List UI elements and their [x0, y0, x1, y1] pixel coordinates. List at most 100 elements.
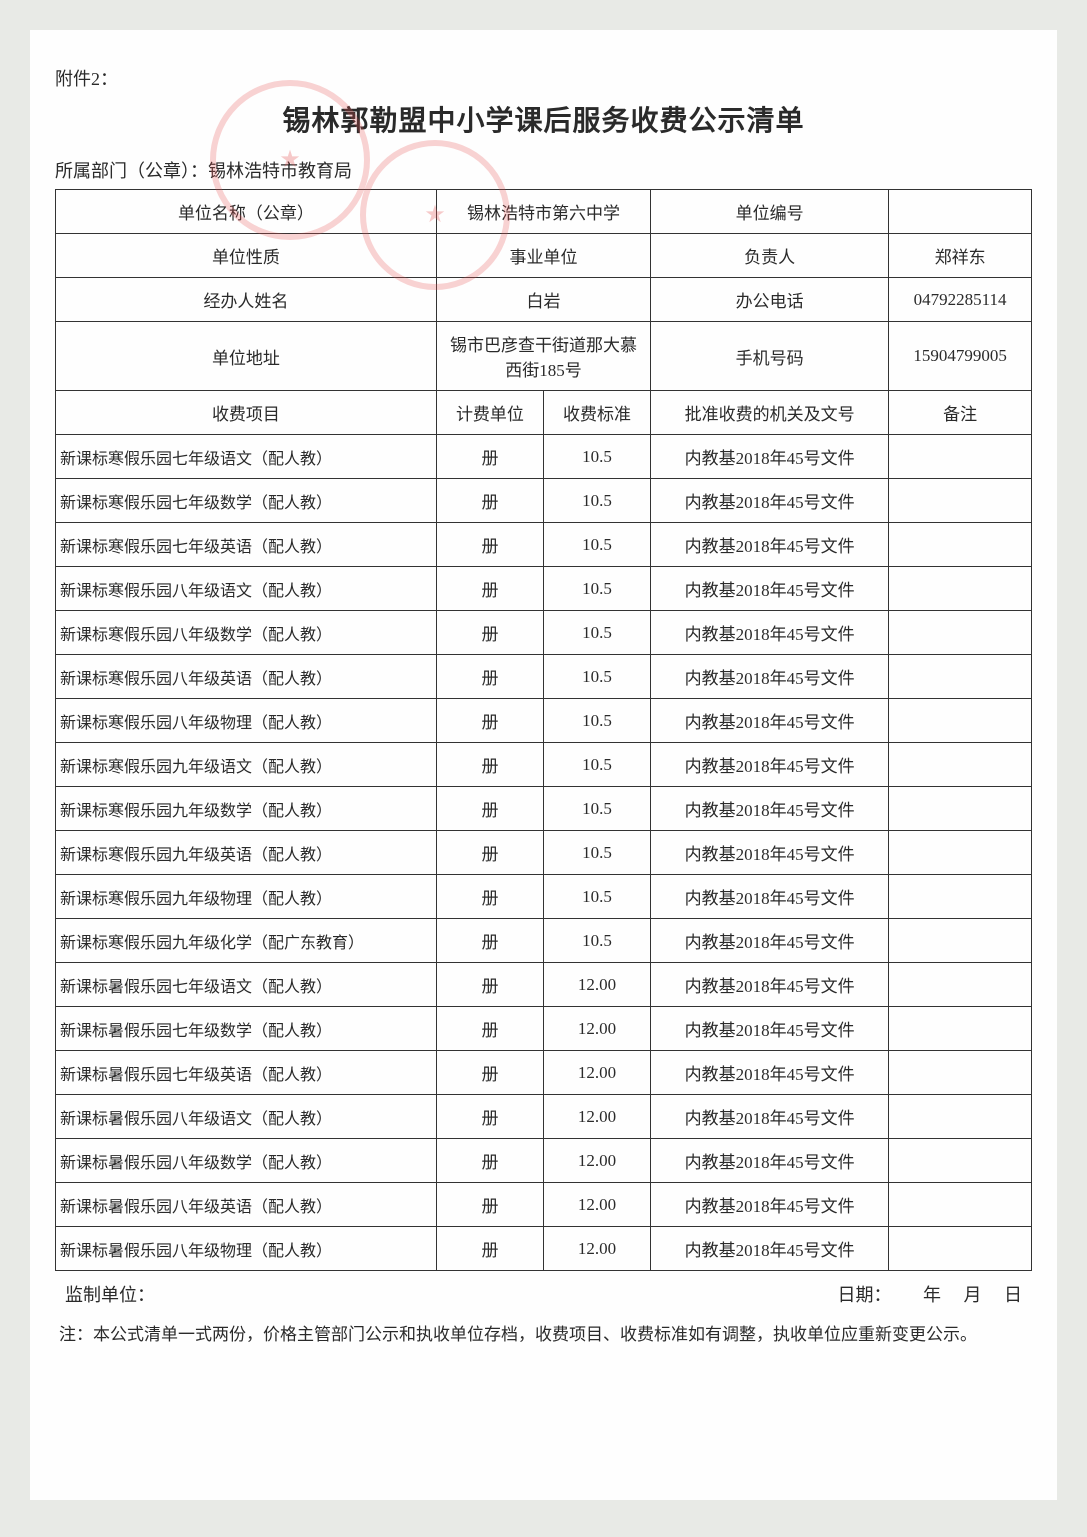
- standard-cell: 12.00: [544, 963, 651, 1007]
- day-label: 日: [1004, 1285, 1022, 1305]
- header-row-unit-type: 单位性质 事业单位 负责人 郑祥东: [56, 234, 1032, 278]
- remark-cell: [889, 1139, 1032, 1183]
- remark-cell: [889, 479, 1032, 523]
- table-row: 新课标寒假乐园七年级数学（配人教）册10.5内教基2018年45号文件: [56, 479, 1032, 523]
- remark-cell: [889, 1183, 1032, 1227]
- remark-cell: [889, 1095, 1032, 1139]
- item-name-cell: 新课标寒假乐园九年级英语（配人教）: [56, 831, 437, 875]
- mobile-label: 手机号码: [651, 322, 889, 391]
- unit-cell: 册: [436, 435, 543, 479]
- footer-line: 监制单位： 日期： 年 月 日: [55, 1281, 1032, 1307]
- remark-cell: [889, 743, 1032, 787]
- address-label: 单位地址: [56, 322, 437, 391]
- standard-cell: 10.5: [544, 787, 651, 831]
- table-row: 新课标寒假乐园八年级物理（配人教）册10.5内教基2018年45号文件: [56, 699, 1032, 743]
- approval-cell: 内教基2018年45号文件: [651, 567, 889, 611]
- approval-cell: 内教基2018年45号文件: [651, 1007, 889, 1051]
- standard-cell: 10.5: [544, 919, 651, 963]
- item-name-cell: 新课标暑假乐园八年级数学（配人教）: [56, 1139, 437, 1183]
- year-label: 年: [923, 1285, 941, 1305]
- standard-cell: 12.00: [544, 1227, 651, 1271]
- item-name-cell: 新课标寒假乐园九年级物理（配人教）: [56, 875, 437, 919]
- supervise-label: 监制单位：: [65, 1281, 155, 1307]
- column-header-row: 收费项目 计费单位 收费标准 批准收费的机关及文号 备注: [56, 391, 1032, 435]
- remark-cell: [889, 1051, 1032, 1095]
- item-name-cell: 新课标寒假乐园九年级化学（配广东教育）: [56, 919, 437, 963]
- unit-cell: 册: [436, 787, 543, 831]
- unit-cell: 册: [436, 831, 543, 875]
- unit-cell: 册: [436, 743, 543, 787]
- item-name-cell: 新课标寒假乐园九年级语文（配人教）: [56, 743, 437, 787]
- table-row: 新课标暑假乐园八年级语文（配人教）册12.00内教基2018年45号文件: [56, 1095, 1032, 1139]
- approval-cell: 内教基2018年45号文件: [651, 523, 889, 567]
- unit-name-value: 锡林浩特市第六中学: [436, 190, 650, 234]
- unit-type-label: 单位性质: [56, 234, 437, 278]
- item-name-cell: 新课标寒假乐园八年级数学（配人教）: [56, 611, 437, 655]
- approval-cell: 内教基2018年45号文件: [651, 831, 889, 875]
- month-label: 月: [964, 1285, 982, 1305]
- unit-cell: 册: [436, 1007, 543, 1051]
- dept-prefix: 所属部门（公章）：: [55, 161, 208, 181]
- remark-cell: [889, 1227, 1032, 1271]
- item-name-cell: 新课标暑假乐园七年级英语（配人教）: [56, 1051, 437, 1095]
- remark-cell: [889, 919, 1032, 963]
- mobile-value: 15904799005: [889, 322, 1032, 391]
- table-row: 新课标暑假乐园七年级语文（配人教）册12.00内教基2018年45号文件: [56, 963, 1032, 1007]
- item-name-cell: 新课标暑假乐园八年级语文（配人教）: [56, 1095, 437, 1139]
- approval-cell: 内教基2018年45号文件: [651, 1183, 889, 1227]
- table-row: 新课标寒假乐园七年级语文（配人教）册10.5内教基2018年45号文件: [56, 435, 1032, 479]
- table-row: 新课标暑假乐园八年级英语（配人教）册12.00内教基2018年45号文件: [56, 1183, 1032, 1227]
- remark-cell: [889, 435, 1032, 479]
- handler-value: 白岩: [436, 278, 650, 322]
- standard-cell: 12.00: [544, 1139, 651, 1183]
- standard-cell: 10.5: [544, 435, 651, 479]
- date-block: 日期： 年 月 日: [838, 1281, 1023, 1307]
- col-item: 收费项目: [56, 391, 437, 435]
- responsible-label: 负责人: [651, 234, 889, 278]
- col-approval: 批准收费的机关及文号: [651, 391, 889, 435]
- table-row: 新课标寒假乐园八年级语文（配人教）册10.5内教基2018年45号文件: [56, 567, 1032, 611]
- table-row: 新课标暑假乐园七年级英语（配人教）册12.00内教基2018年45号文件: [56, 1051, 1032, 1095]
- standard-cell: 12.00: [544, 1051, 651, 1095]
- remark-cell: [889, 523, 1032, 567]
- unit-cell: 册: [436, 699, 543, 743]
- footnote: 注：本公式清单一式两份，价格主管部门公示和执收单位存档，收费项目、收费标准如有调…: [55, 1321, 1032, 1348]
- approval-cell: 内教基2018年45号文件: [651, 699, 889, 743]
- table-row: 新课标寒假乐园七年级英语（配人教）册10.5内教基2018年45号文件: [56, 523, 1032, 567]
- approval-cell: 内教基2018年45号文件: [651, 611, 889, 655]
- approval-cell: 内教基2018年45号文件: [651, 919, 889, 963]
- standard-cell: 10.5: [544, 743, 651, 787]
- unit-cell: 册: [436, 1183, 543, 1227]
- attachment-label: 附件2：: [55, 65, 1032, 91]
- table-row: 新课标暑假乐园八年级数学（配人教）册12.00内教基2018年45号文件: [56, 1139, 1032, 1183]
- standard-cell: 10.5: [544, 699, 651, 743]
- unit-cell: 册: [436, 919, 543, 963]
- standard-cell: 12.00: [544, 1183, 651, 1227]
- item-name-cell: 新课标寒假乐园七年级数学（配人教）: [56, 479, 437, 523]
- item-name-cell: 新课标暑假乐园七年级语文（配人教）: [56, 963, 437, 1007]
- approval-cell: 内教基2018年45号文件: [651, 743, 889, 787]
- standard-cell: 12.00: [544, 1007, 651, 1051]
- table-row: 新课标暑假乐园八年级物理（配人教）册12.00内教基2018年45号文件: [56, 1227, 1032, 1271]
- approval-cell: 内教基2018年45号文件: [651, 875, 889, 919]
- approval-cell: 内教基2018年45号文件: [651, 1227, 889, 1271]
- col-unit: 计费单位: [436, 391, 543, 435]
- unit-cell: 册: [436, 875, 543, 919]
- standard-cell: 10.5: [544, 655, 651, 699]
- table-row: 新课标寒假乐园九年级语文（配人教）册10.5内教基2018年45号文件: [56, 743, 1032, 787]
- item-name-cell: 新课标暑假乐园八年级英语（配人教）: [56, 1183, 437, 1227]
- approval-cell: 内教基2018年45号文件: [651, 655, 889, 699]
- unit-code-label: 单位编号: [651, 190, 889, 234]
- fee-table: 单位名称（公章） 锡林浩特市第六中学 单位编号 单位性质 事业单位 负责人 郑祥…: [55, 189, 1032, 1271]
- table-row: 新课标暑假乐园七年级数学（配人教）册12.00内教基2018年45号文件: [56, 1007, 1032, 1051]
- table-row: 新课标寒假乐园九年级化学（配广东教育）册10.5内教基2018年45号文件: [56, 919, 1032, 963]
- date-label: 日期：: [838, 1285, 892, 1305]
- unit-cell: 册: [436, 1139, 543, 1183]
- office-phone-label: 办公电话: [651, 278, 889, 322]
- item-name-cell: 新课标寒假乐园九年级数学（配人教）: [56, 787, 437, 831]
- standard-cell: 10.5: [544, 567, 651, 611]
- unit-cell: 册: [436, 611, 543, 655]
- approval-cell: 内教基2018年45号文件: [651, 787, 889, 831]
- item-name-cell: 新课标寒假乐园七年级英语（配人教）: [56, 523, 437, 567]
- handler-label: 经办人姓名: [56, 278, 437, 322]
